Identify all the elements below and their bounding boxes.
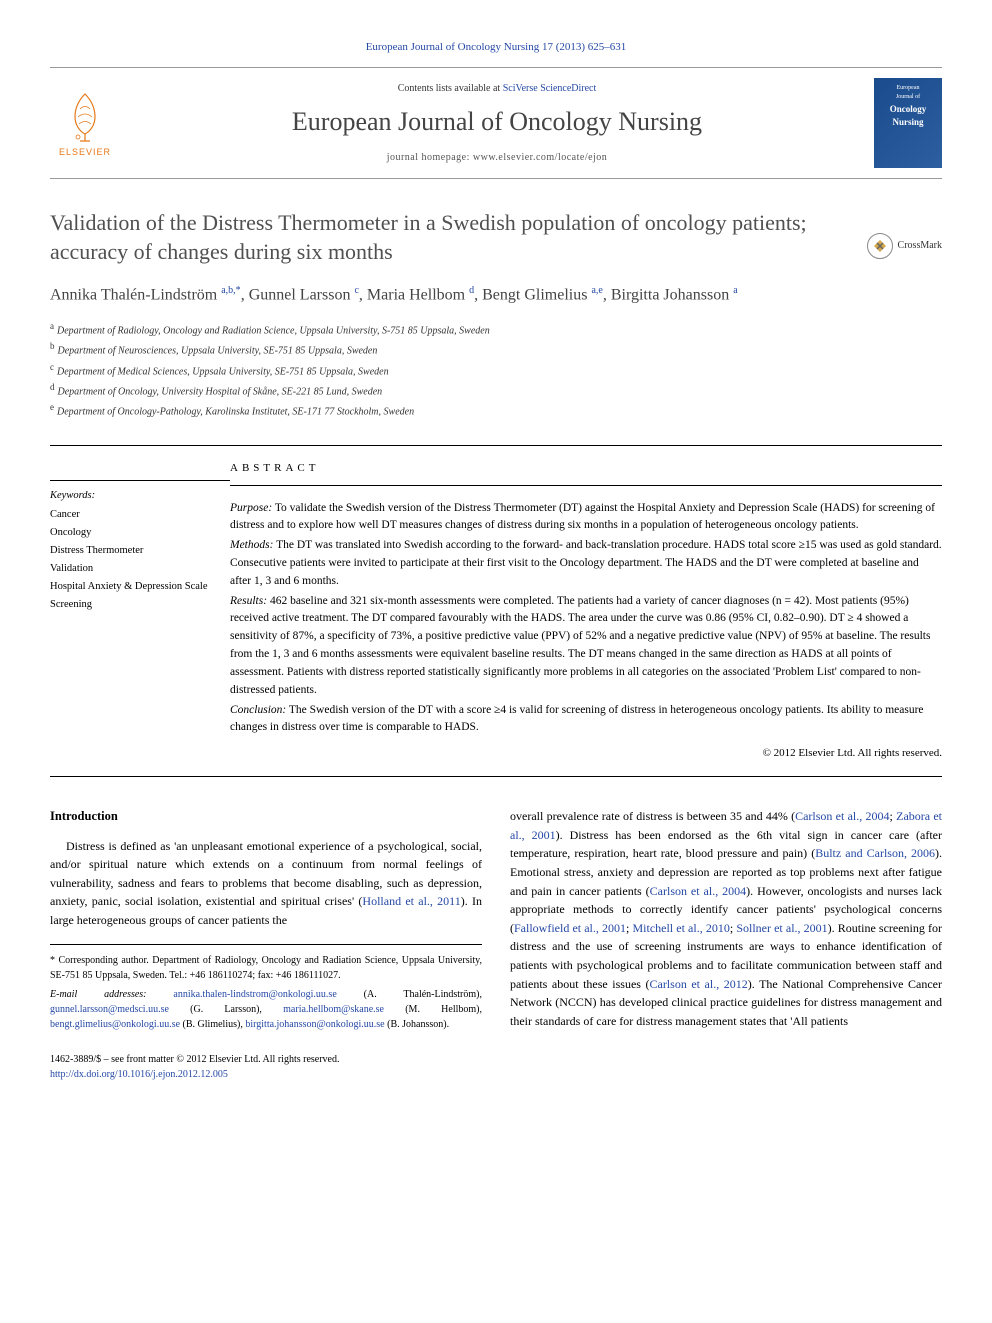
intro-para-left: Distress is defined as 'an unpleasant em… [50, 837, 482, 930]
ref-carlson2004b[interactable]: Carlson et al., 2004 [650, 884, 746, 898]
masthead: ELSEVIER Contents lists available at Sci… [50, 67, 942, 179]
ref-carlson2012[interactable]: Carlson et al., 2012 [649, 977, 747, 991]
keywords-column: Keywords: CancerOncologyDistress Thermom… [50, 480, 230, 763]
ref-sollner[interactable]: Sollner et al., 2001 [736, 921, 827, 935]
email-2[interactable]: gunnel.larsson@medsci.uu.se [50, 1004, 169, 1015]
journal-homepage: journal homepage: www.elsevier.com/locat… [120, 151, 874, 165]
intro-heading: Introduction [50, 807, 482, 826]
sciencedirect-link[interactable]: SciVerse ScienceDirect [503, 83, 597, 94]
contents-line: Contents lists available at SciVerse Sci… [120, 82, 874, 96]
abstract-block: Keywords: CancerOncologyDistress Thermom… [50, 445, 942, 778]
page-footer: 1462-3889/$ – see front matter © 2012 El… [50, 1052, 482, 1082]
crossmark-icon [867, 233, 893, 259]
ref-fallowfield[interactable]: Fallowfield et al., 2001 [514, 921, 626, 935]
citation-header: European Journal of Oncology Nursing 17 … [50, 40, 942, 55]
abstract-methods: The DT was translated into Swedish accor… [230, 539, 942, 587]
abstract-purpose: To validate the Swedish version of the D… [230, 502, 935, 532]
footer-line1: 1462-3889/$ – see front matter © 2012 El… [50, 1052, 482, 1067]
email-3[interactable]: maria.hellbom@skane.se [283, 1004, 384, 1015]
abstract-purpose-label: Purpose: [230, 502, 272, 514]
contents-prefix: Contents lists available at [398, 83, 503, 94]
keyword-item: Distress Thermometer [50, 542, 210, 560]
email-5[interactable]: birgitta.johansson@onkologi.uu.se [245, 1019, 384, 1030]
affiliations: aDepartment of Radiology, Oncology and R… [50, 319, 942, 421]
ref-bultz[interactable]: Bultz and Carlson, 2006 [815, 846, 935, 860]
journal-name: European Journal of Oncology Nursing [120, 104, 874, 140]
elsevier-label: ELSEVIER [59, 146, 111, 159]
authors-line: Annika Thalén-Lindström a,b,*, Gunnel La… [50, 283, 942, 307]
footnotes: * Corresponding author. Department of Ra… [50, 944, 482, 1032]
ref-carlson2004a[interactable]: Carlson et al., 2004 [795, 809, 889, 823]
abstract-results: 462 baseline and 321 six-month assessmen… [230, 595, 930, 696]
homepage-prefix: journal homepage: [387, 152, 473, 163]
article-title: Validation of the Distress Thermometer i… [50, 209, 942, 266]
doi-link[interactable]: http://dx.doi.org/10.1016/j.ejon.2012.12… [50, 1069, 228, 1080]
body-text: Introduction Distress is defined as 'an … [50, 807, 942, 1081]
keywords-heading: Keywords: [50, 487, 210, 505]
ref-holland[interactable]: Holland et al., 2011 [362, 894, 460, 908]
cover-sub1: European [897, 84, 920, 92]
cover-title2: Nursing [892, 116, 923, 129]
email-1[interactable]: annika.thalen-lindstrom@onkologi.uu.se [173, 989, 336, 1000]
abstract-heading: ABSTRACT [230, 460, 942, 486]
email-label: E-mail addresses: [50, 989, 147, 1000]
journal-cover-thumb[interactable]: European Journal of Oncology Nursing [874, 78, 942, 168]
abstract-copyright: © 2012 Elsevier Ltd. All rights reserved… [230, 745, 942, 762]
abstract-conclusion-label: Conclusion: [230, 704, 286, 716]
keyword-item: Cancer [50, 506, 210, 524]
homepage-url[interactable]: www.elsevier.com/locate/ejon [473, 152, 607, 163]
cover-title1: Oncology [890, 103, 927, 116]
abstract-methods-label: Methods: [230, 539, 273, 551]
corresponding-author: * Corresponding author. Department of Ra… [50, 953, 482, 983]
keyword-item: Validation [50, 560, 210, 578]
keyword-item: Oncology [50, 524, 210, 542]
keyword-item: Screening [50, 596, 210, 614]
keyword-item: Hospital Anxiety & Depression Scale [50, 578, 210, 596]
intro-para-right: overall prevalence rate of distress is b… [510, 807, 942, 1030]
crossmark-badge[interactable]: CrossMark [867, 233, 942, 259]
abstract-conclusion: The Swedish version of the DT with a sco… [230, 704, 924, 734]
crossmark-label: CrossMark [898, 239, 942, 253]
abstract-results-label: Results: [230, 595, 267, 607]
cover-sub2: Journal of [896, 93, 920, 101]
ref-mitchell[interactable]: Mitchell et al., 2010 [632, 921, 729, 935]
elsevier-tree-icon [60, 89, 110, 144]
abstract-column: ABSTRACT Purpose: To validate the Swedis… [230, 460, 942, 763]
email-4[interactable]: bengt.glimelius@onkologi.uu.se [50, 1019, 180, 1030]
elsevier-logo[interactable]: ELSEVIER [50, 83, 120, 163]
